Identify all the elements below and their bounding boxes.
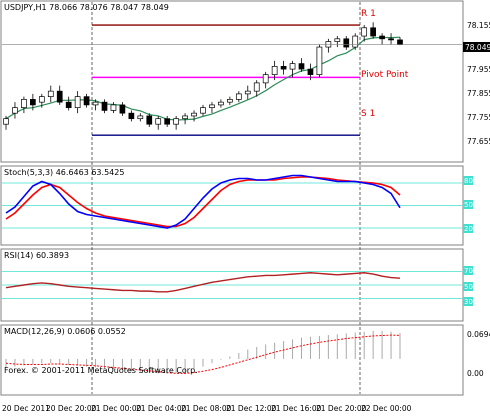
stoch-level-20: 20 xyxy=(464,225,473,233)
candle-body xyxy=(164,118,171,125)
current-price-box xyxy=(463,42,490,52)
stoch-level-box xyxy=(463,200,473,209)
candle-body xyxy=(3,118,9,125)
candle-body xyxy=(38,96,45,103)
candle-body xyxy=(280,66,287,70)
stoch-level-box xyxy=(463,176,473,185)
candle-body xyxy=(200,107,206,114)
rsi-level-30: 30 xyxy=(464,298,473,306)
candle-body xyxy=(334,38,341,42)
candle-body xyxy=(361,27,368,37)
rsi-layer xyxy=(2,270,462,300)
candle-body xyxy=(227,99,233,103)
price-tick: 77.855 xyxy=(467,89,490,98)
candle-body xyxy=(370,27,376,37)
candle-body xyxy=(21,99,27,109)
candle-body xyxy=(244,90,251,95)
candle-body xyxy=(137,115,144,120)
candle-body xyxy=(343,38,350,48)
macd-tick-top: 0.0694 xyxy=(467,330,490,339)
candle-body xyxy=(218,101,224,106)
candle-body xyxy=(146,115,153,125)
x-tick-label: 21 Dec 00:00 xyxy=(91,404,142,413)
s1-label: S 1 xyxy=(361,109,375,119)
copyright-text: Forex. © 2001-2011 MetaQuotes Software C… xyxy=(4,366,198,375)
candle-body xyxy=(271,66,278,75)
candle-body xyxy=(92,101,99,106)
candle-body xyxy=(30,99,36,106)
x-axis: 20 Dec 2011 20 Dec 20:00 21 Dec 00:00 21… xyxy=(0,404,490,418)
rsi-line xyxy=(5,272,401,293)
rsi-level-70: 70 xyxy=(464,267,473,275)
candle-body xyxy=(128,112,135,120)
stoch-main-line xyxy=(5,174,401,229)
x-tick-label: 21 Dec 16:00 xyxy=(271,404,322,413)
candle-body xyxy=(191,112,197,117)
x-tick-label: 20 Dec 20:00 xyxy=(46,404,97,413)
candle-body xyxy=(298,63,305,70)
pivot-label: Pivot Point xyxy=(361,70,409,80)
candle-body xyxy=(182,115,188,120)
rsi-level-box xyxy=(463,282,473,291)
stoch-level-50: 50 xyxy=(464,201,473,209)
price-tick: 77.755 xyxy=(467,113,490,122)
x-tick-label: 21 Dec 04:00 xyxy=(136,404,187,413)
candle-body xyxy=(289,63,296,70)
current-price-label: 78.049 xyxy=(465,43,490,52)
candle-body xyxy=(379,35,385,40)
rsi-level-box xyxy=(463,297,473,306)
macd-signal-line xyxy=(5,334,401,374)
stoch-level-80: 80 xyxy=(464,177,473,185)
candle-body xyxy=(12,107,18,114)
symbol-title: USDJPY,H1 78.066 78.076 78.047 78.049 xyxy=(4,3,169,12)
rsi-title: RSI(14) 60.3893 xyxy=(4,251,69,260)
price-tick: 78.155 xyxy=(467,21,490,30)
rsi-level-50: 50 xyxy=(464,283,473,291)
candle-body xyxy=(83,96,90,106)
candle-body xyxy=(101,101,108,111)
candle-body xyxy=(388,38,394,41)
x-tick-label: 22 Dec 00:00 xyxy=(361,404,412,413)
candle-body xyxy=(235,93,242,100)
candle-body xyxy=(74,96,81,109)
candle-body xyxy=(119,104,126,114)
candle-body xyxy=(110,104,117,111)
candle-body xyxy=(316,46,323,75)
moving-average-line xyxy=(5,36,401,121)
vertical-separators xyxy=(91,2,361,394)
r1-label: R 1 xyxy=(361,9,376,19)
x-tick-label: 20 Dec 2011 xyxy=(2,404,50,413)
x-tick-label: 21 Dec 20:00 xyxy=(316,404,367,413)
price-tick: 77.955 xyxy=(467,65,490,74)
stoch-layer xyxy=(2,174,462,229)
candle-body xyxy=(307,68,314,75)
candle-body xyxy=(397,39,403,45)
x-tick-label: 21 Dec 08:00 xyxy=(181,404,232,413)
stoch-title: Stoch(5,3,3) 46.6463 63.5425 xyxy=(4,168,124,177)
candle-body xyxy=(253,82,260,92)
rsi-level-box xyxy=(463,266,473,275)
candle-body xyxy=(209,104,215,109)
stoch-level-box xyxy=(463,224,473,233)
candle-body xyxy=(352,35,359,48)
x-tick-label: 21 Dec 12:00 xyxy=(226,404,277,413)
candle-body xyxy=(65,101,72,109)
price-layer xyxy=(2,22,462,136)
candle-body xyxy=(155,118,162,125)
candle-body xyxy=(47,90,54,97)
candle-body xyxy=(262,74,269,84)
stoch-signal-line xyxy=(5,176,401,228)
macd-title: MACD(12,26,9) 0.0606 0.0552 xyxy=(4,327,126,336)
candle-body xyxy=(56,90,63,103)
price-tick: 77.655 xyxy=(467,137,490,146)
macd-tick-zero: 0.00 xyxy=(467,369,484,378)
macd-layer xyxy=(5,330,401,374)
candle-body xyxy=(173,118,179,125)
